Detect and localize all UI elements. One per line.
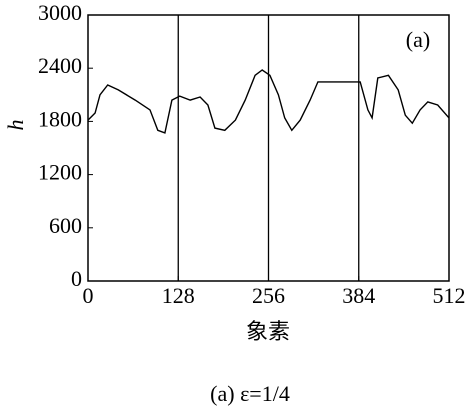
y-tick-label: 600 xyxy=(49,213,82,238)
caption: (a) ε=1/4 xyxy=(210,381,290,406)
x-tick-label: 512 xyxy=(433,283,466,308)
x-tick-label: 256 xyxy=(252,283,285,308)
y-tick-label: 1200 xyxy=(38,160,82,185)
x-axis-label: 象素 xyxy=(246,319,290,344)
y-tick-label: 3000 xyxy=(38,0,82,25)
annotation: (a) xyxy=(406,27,430,52)
y-tick-label: 0 xyxy=(71,266,82,291)
x-tick-label: 128 xyxy=(162,283,195,308)
y-axis-label: h xyxy=(3,120,28,131)
x-tick-label: 384 xyxy=(342,283,375,308)
y-tick-label: 1800 xyxy=(38,106,82,131)
y-tick-label: 2400 xyxy=(38,53,82,78)
data-line xyxy=(87,69,450,134)
x-tick-label: 0 xyxy=(83,283,94,308)
